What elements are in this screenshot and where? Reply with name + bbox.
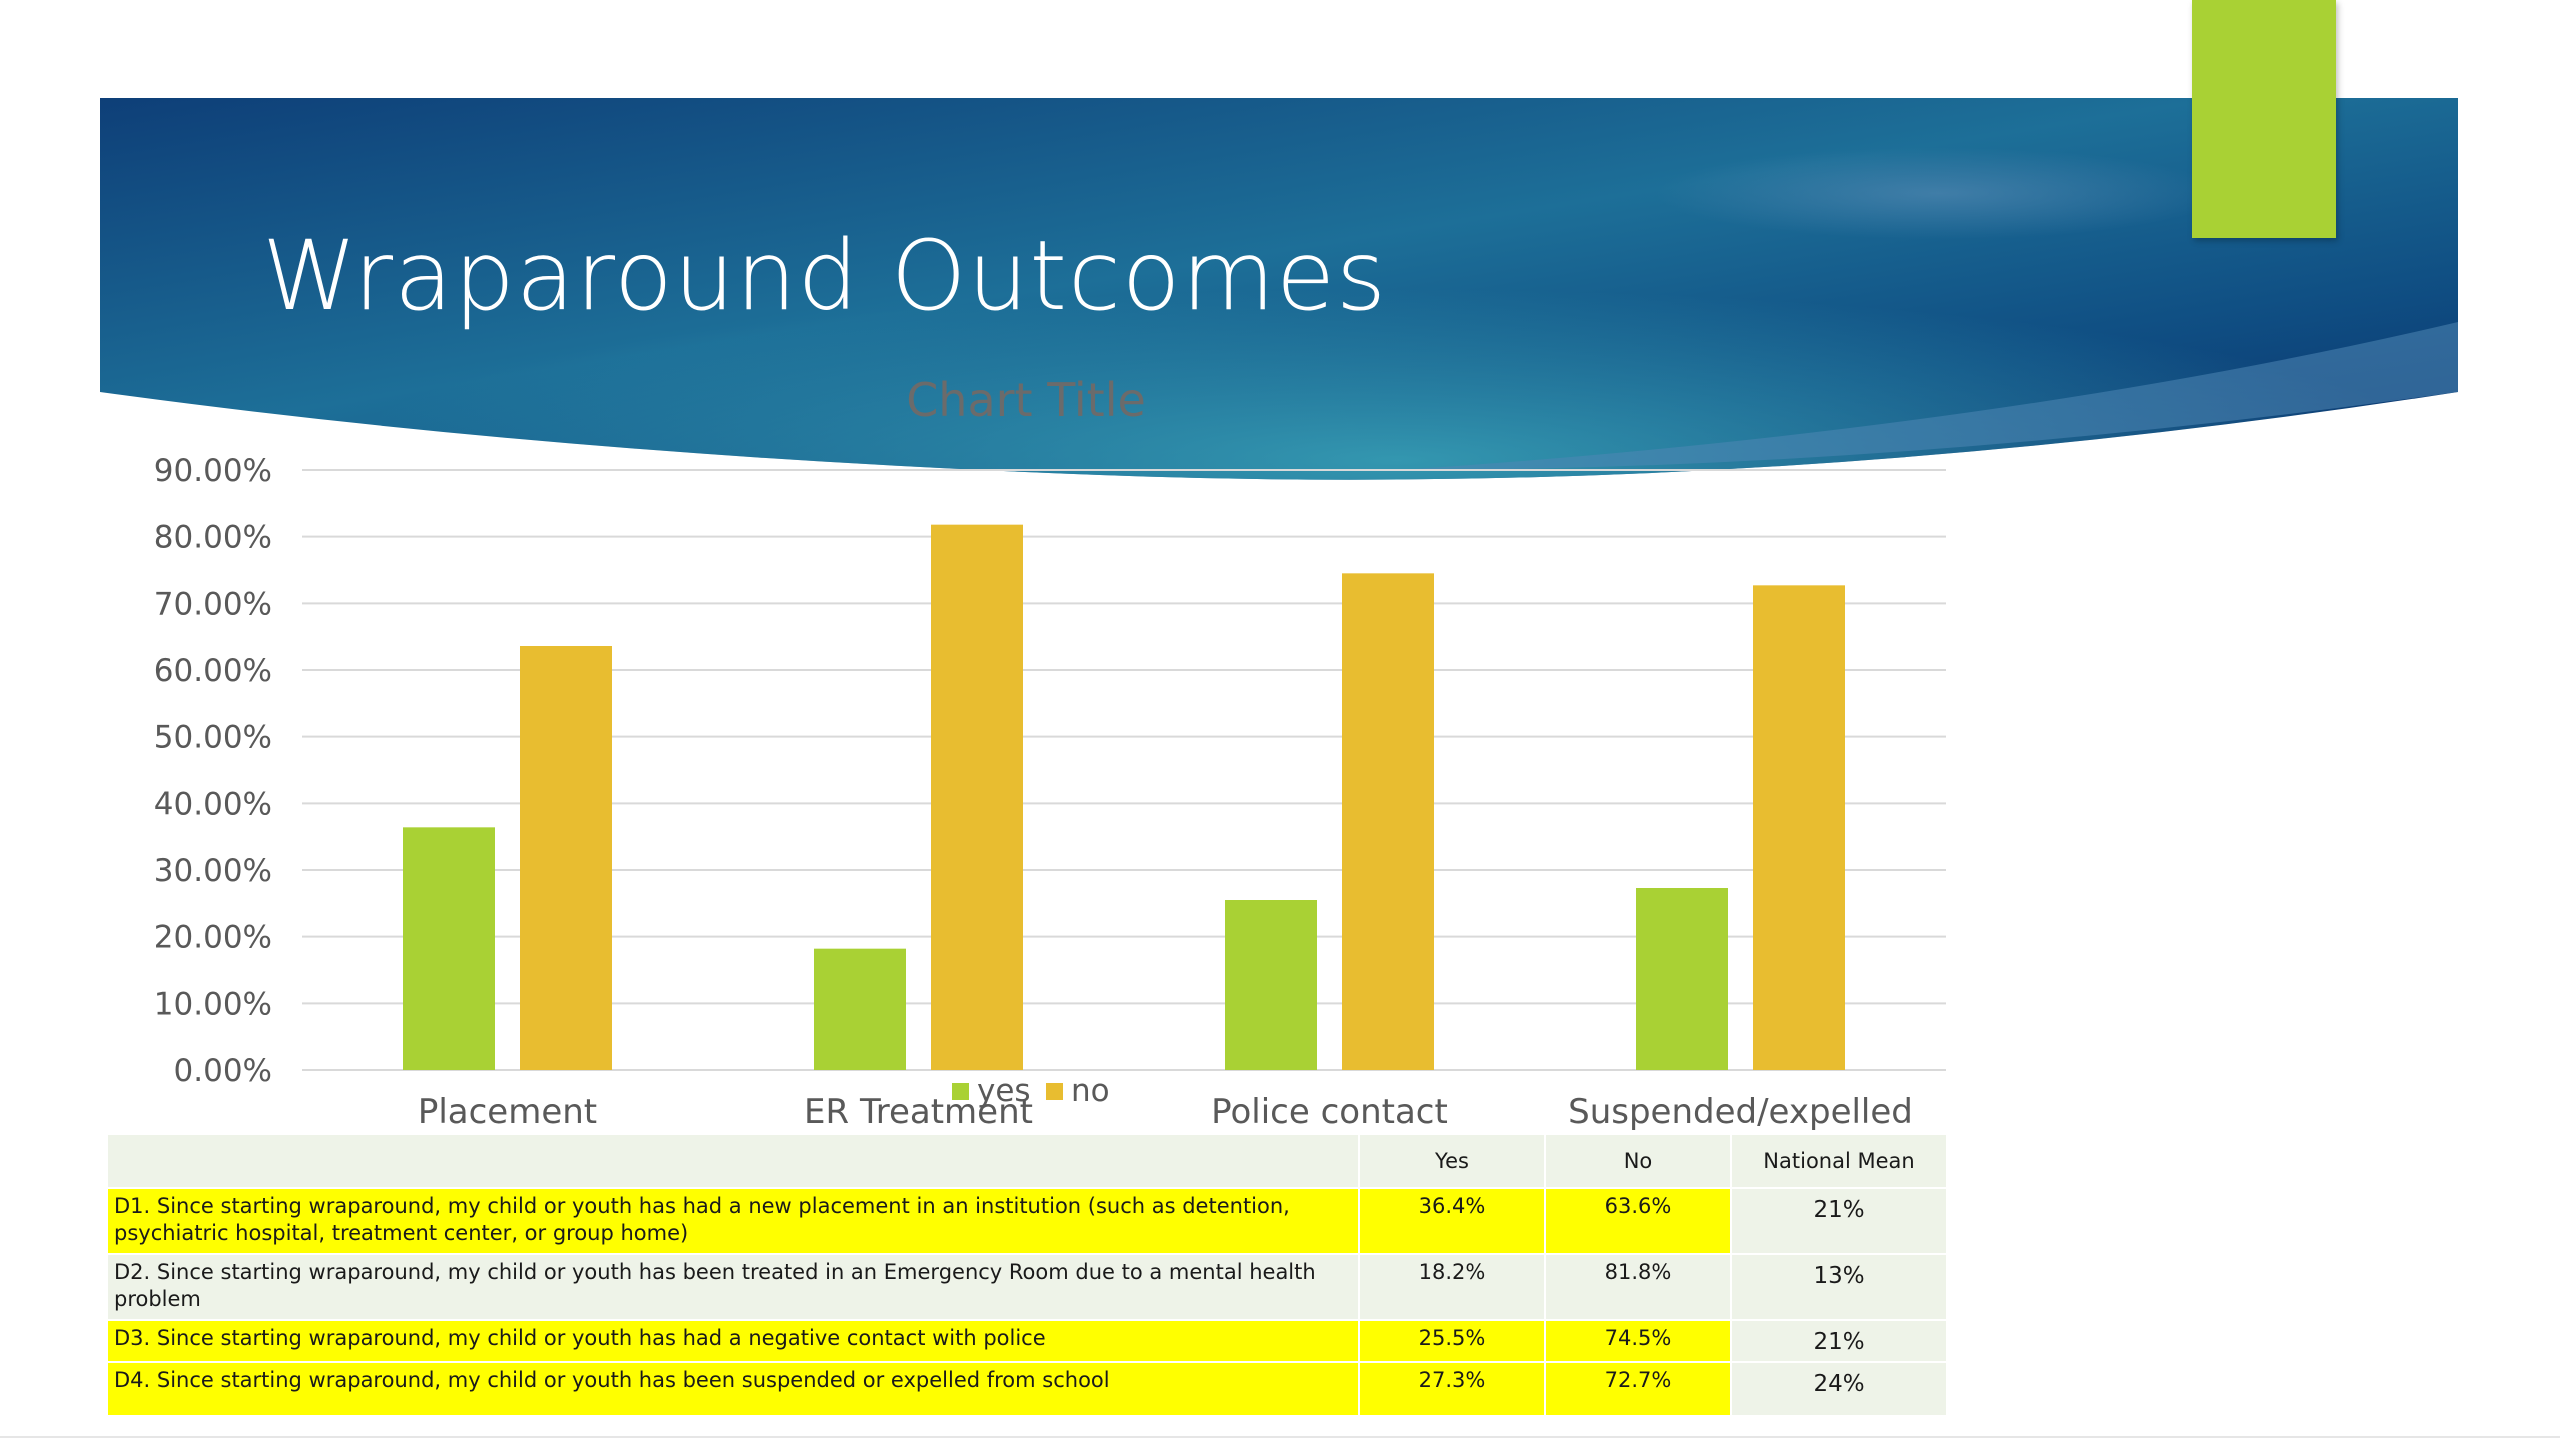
- y-tick-label: 50.00%: [154, 720, 272, 756]
- table-header-row: Yes No National Mean: [106, 1133, 1948, 1189]
- table-row: D2. Since starting wraparound, my child …: [106, 1253, 1948, 1321]
- bar-yes: [1636, 888, 1728, 1070]
- y-tick-label: 30.00%: [154, 853, 272, 889]
- y-tick-label: 90.00%: [154, 453, 272, 489]
- y-tick-label: 0.00%: [174, 1053, 272, 1089]
- y-tick-label: 60.00%: [154, 653, 272, 689]
- mean-cell: 24%: [1730, 1361, 1948, 1417]
- banner-swoosh: [1400, 322, 2458, 470]
- question-cell: D2. Since starting wraparound, my child …: [106, 1253, 1360, 1321]
- header-yes: Yes: [1358, 1133, 1546, 1189]
- x-category-label: ER Treatment: [804, 1092, 1033, 1132]
- y-tick-label: 70.00%: [154, 586, 272, 622]
- no-cell: 72.7%: [1544, 1361, 1732, 1417]
- legend-label-yes: yes: [977, 1073, 1031, 1109]
- bar-no: [1753, 585, 1845, 1070]
- header-question: [106, 1133, 1360, 1189]
- x-category-label: Placement: [418, 1092, 597, 1132]
- no-cell: 74.5%: [1544, 1319, 1732, 1363]
- bar-yes: [1225, 900, 1317, 1070]
- yes-cell: 18.2%: [1358, 1253, 1546, 1321]
- header-national-mean: National Mean: [1730, 1133, 1948, 1189]
- y-tick-label: 80.00%: [154, 520, 272, 556]
- outcomes-table: Yes No National Mean D1. Since starting …: [106, 1133, 1948, 1417]
- question-cell: D4. Since starting wraparound, my child …: [106, 1361, 1360, 1417]
- banner-spot: [100, 98, 2458, 480]
- yes-cell: 36.4%: [1358, 1187, 1546, 1255]
- bar-no: [520, 646, 612, 1070]
- legend-swatch-no: [1046, 1083, 1063, 1100]
- x-category-label: Police contact: [1211, 1092, 1448, 1132]
- slide-title: Wraparound Outcomes: [262, 220, 1388, 332]
- x-category-label: Suspended/expelled: [1568, 1092, 1913, 1132]
- bar-yes: [814, 948, 906, 1070]
- bar-no: [931, 524, 1023, 1070]
- no-cell: 81.8%: [1544, 1253, 1732, 1321]
- table-row: D4. Since starting wraparound, my child …: [106, 1361, 1948, 1417]
- bar-no: [1342, 573, 1434, 1070]
- y-tick-label: 40.00%: [154, 786, 272, 822]
- mean-cell: 21%: [1730, 1319, 1948, 1363]
- y-axis-ticks: 0.00% 10.00% 20.00% 30.00% 40.00% 50.00% 60.00…: [154, 453, 272, 1089]
- mean-cell: 21%: [1730, 1187, 1948, 1255]
- legend-swatch-yes: [952, 1083, 969, 1100]
- no-cell: 63.6%: [1544, 1187, 1732, 1255]
- header-no: No: [1544, 1133, 1732, 1189]
- accent-tab: [2192, 0, 2336, 238]
- slide-bottom-divider: [0, 1436, 2560, 1438]
- bar-yes: [403, 827, 495, 1070]
- y-tick-label: 10.00%: [154, 986, 272, 1022]
- table-row: D1. Since starting wraparound, my child …: [106, 1187, 1948, 1255]
- bars: [403, 524, 1845, 1070]
- chart-title: Chart Title: [906, 373, 1146, 427]
- x-axis-categories: Placement ER Treatment Police contact Suspe…: [418, 1092, 1913, 1132]
- legend-label-no: no: [1071, 1073, 1110, 1109]
- question-cell: D3. Since starting wraparound, my child …: [106, 1319, 1360, 1363]
- table-row: D3. Since starting wraparound, my child …: [106, 1319, 1948, 1363]
- yes-cell: 27.3%: [1358, 1361, 1546, 1417]
- mean-cell: 13%: [1730, 1253, 1948, 1321]
- yes-cell: 25.5%: [1358, 1319, 1546, 1363]
- question-cell: D1. Since starting wraparound, my child …: [106, 1187, 1360, 1255]
- legend: yes no: [952, 1073, 1110, 1109]
- y-tick-label: 20.00%: [154, 920, 272, 956]
